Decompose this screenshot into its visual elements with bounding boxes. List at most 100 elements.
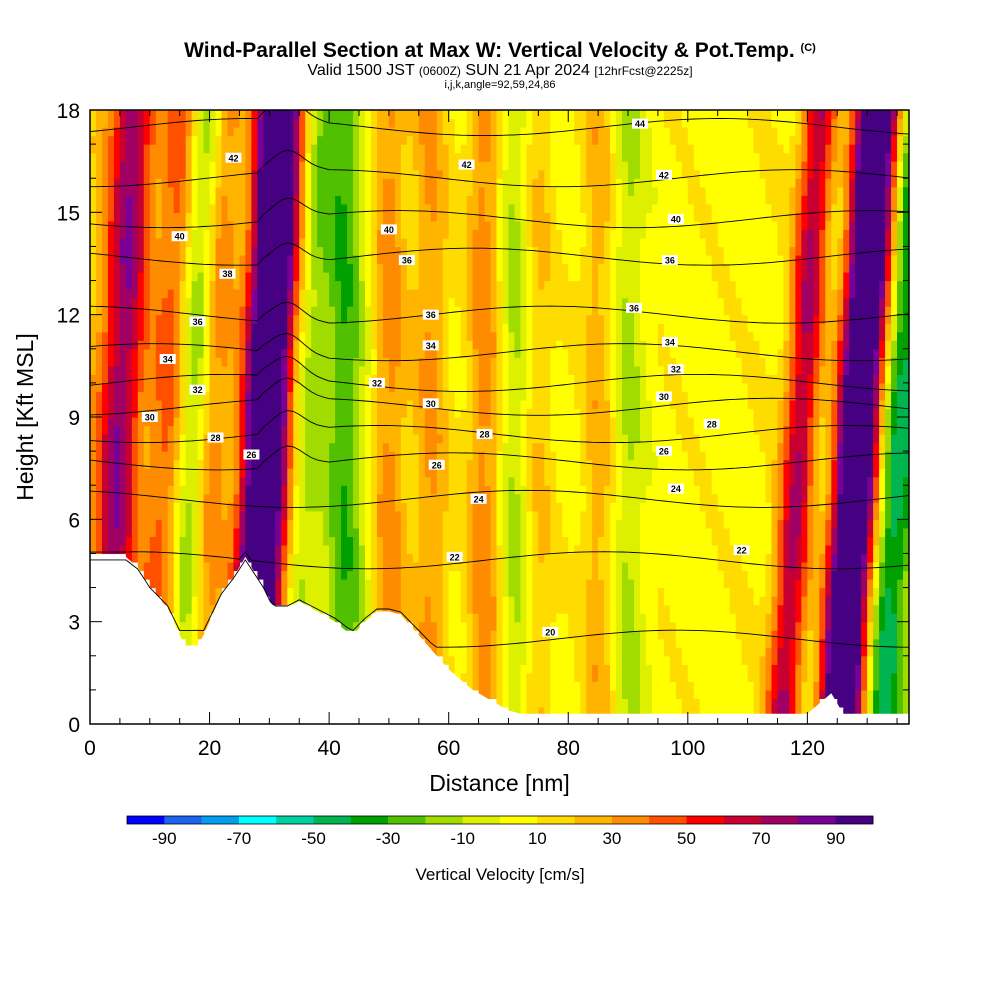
- theta-contour-26: [90, 445, 909, 471]
- colorbar-tick-label: 30: [602, 829, 621, 848]
- x-tick-label: 40: [317, 737, 340, 760]
- theta-contour-32: [90, 355, 909, 392]
- theta-label-11: 30: [422, 398, 439, 409]
- theta-label-text: 22: [737, 546, 747, 556]
- theta-label-20: 36: [422, 309, 439, 320]
- colorbar-segment: [462, 816, 501, 824]
- theta-label-18: 34: [661, 336, 678, 347]
- theta-label-text: 34: [665, 337, 675, 347]
- colorbar-segment: [164, 816, 202, 824]
- theta-label-22: 36: [189, 316, 206, 327]
- theta-label-text: 34: [426, 341, 436, 351]
- colorbar-tick-label: -10: [450, 829, 475, 848]
- y-tick-label: 0: [68, 714, 80, 737]
- theta-label-text: 42: [228, 153, 238, 163]
- theta-label-text: 42: [659, 170, 669, 180]
- colorbar-segment: [761, 816, 799, 824]
- theta-label-text: 42: [462, 160, 472, 170]
- theta-contour-24: [90, 489, 909, 508]
- colorbar-tick-label: 70: [752, 829, 771, 848]
- theta-label-text: 28: [707, 419, 717, 429]
- theta-label-31: 42: [225, 152, 242, 163]
- theta-contour-28: [90, 410, 909, 444]
- theta-contour-44: [90, 110, 909, 137]
- theta-label-21: 36: [626, 302, 643, 313]
- theta-contour-40: [90, 197, 909, 229]
- plot-area: 20 22 22 24 24 26 26 26 28 28 28 30 30 30 32 32 32 34 34 34…: [90, 110, 909, 724]
- theta-label-7: 26: [243, 449, 260, 460]
- theta-label-text: 30: [145, 413, 155, 423]
- x-axis-title: Distance [nm]: [429, 770, 570, 796]
- theta-label-8: 28: [476, 429, 493, 440]
- theta-label-30: 42: [655, 169, 672, 180]
- theta-label-4: 24: [667, 483, 684, 494]
- theta-label-23: 36: [398, 255, 415, 266]
- x-tick-label: 100: [670, 737, 705, 760]
- theta-contours: 20 22 22 24 24 26 26 26 28 28 28 30 30 30 32 32 32 34 34 34…: [90, 110, 909, 648]
- x-tick-label: 80: [557, 737, 580, 760]
- theta-label-29: 42: [458, 159, 475, 170]
- title-text: Wind-Parallel Section at Max W: Vertical…: [184, 39, 795, 62]
- colorbar-segment: [127, 816, 165, 824]
- colorbar-segment: [500, 816, 538, 824]
- theta-label-text: 32: [671, 365, 681, 375]
- theta-label-9: 28: [703, 418, 720, 429]
- theta-label-text: 34: [163, 355, 173, 365]
- theta-contour-20: [90, 559, 909, 648]
- theta-contour-36: [90, 301, 909, 324]
- theta-label-text: 40: [384, 225, 394, 235]
- colorbar-tick-label: 90: [826, 829, 845, 848]
- theta-contour-22: [90, 551, 909, 570]
- theta-label-text: 36: [426, 310, 436, 320]
- valid-date: SUN 21 Apr 2024: [465, 62, 590, 79]
- theta-label-2: 22: [733, 545, 750, 556]
- colorbar-tick-label: -30: [376, 829, 401, 848]
- theta-label-24: 36: [661, 255, 678, 266]
- valid-zulu: (0600Z): [418, 64, 461, 78]
- x-tick-label: 60: [437, 737, 460, 760]
- colorbar-tick-label: -90: [152, 829, 177, 848]
- colorbar-segment: [313, 816, 352, 824]
- theta-label-text: 36: [193, 317, 203, 327]
- theta-label-6: 26: [655, 446, 672, 457]
- theta-label-text: 28: [480, 430, 490, 440]
- y-tick-label: 9: [68, 407, 80, 430]
- colorbar-frame: [126, 815, 874, 825]
- theta-label-text: 26: [659, 447, 669, 457]
- theta-label-text: 38: [222, 269, 232, 279]
- colorbar-tick-label: -50: [301, 829, 326, 848]
- theta-label-text: 44: [635, 119, 645, 129]
- colorbar-segment: [276, 816, 314, 824]
- theta-label-text: 26: [246, 450, 256, 460]
- theta-label-25: 38: [219, 268, 236, 279]
- theta-label-text: 36: [629, 303, 639, 313]
- valid-prefix: Valid 1500 JST: [307, 62, 415, 79]
- chart-title: Wind-Parallel Section at Max W: Vertical…: [0, 36, 1000, 63]
- theta-label-0: 20: [542, 626, 559, 637]
- theta-contour-34: [90, 333, 909, 362]
- theta-label-text: 30: [426, 399, 436, 409]
- theta-label-3: 24: [470, 493, 487, 504]
- theta-label-17: 34: [422, 340, 439, 351]
- theta-label-5: 26: [428, 459, 445, 470]
- theta-label-text: 32: [193, 385, 203, 395]
- theta-label-text: 22: [450, 552, 460, 562]
- theta-contour-30: [90, 377, 909, 416]
- theta-label-14: 32: [368, 377, 385, 388]
- theta-label-text: 36: [665, 256, 675, 266]
- colorbar-segment: [537, 816, 575, 824]
- x-tick-label: 0: [84, 737, 96, 760]
- colorbar-tick-label: -70: [227, 829, 252, 848]
- colorbar-tick-label: 10: [528, 829, 547, 848]
- grid-indices: i,j,k,angle=92,59,24,86: [444, 79, 556, 91]
- colorbar-segment: [388, 816, 426, 824]
- theta-label-13: 30: [141, 412, 158, 423]
- colorbar-segment: [835, 816, 874, 824]
- theta-label-text: 30: [659, 392, 669, 402]
- theta-label-1: 22: [446, 551, 463, 562]
- theta-label-text: 20: [545, 627, 555, 637]
- theta-label-28: 40: [171, 231, 188, 242]
- y-tick-label: 3: [68, 612, 80, 635]
